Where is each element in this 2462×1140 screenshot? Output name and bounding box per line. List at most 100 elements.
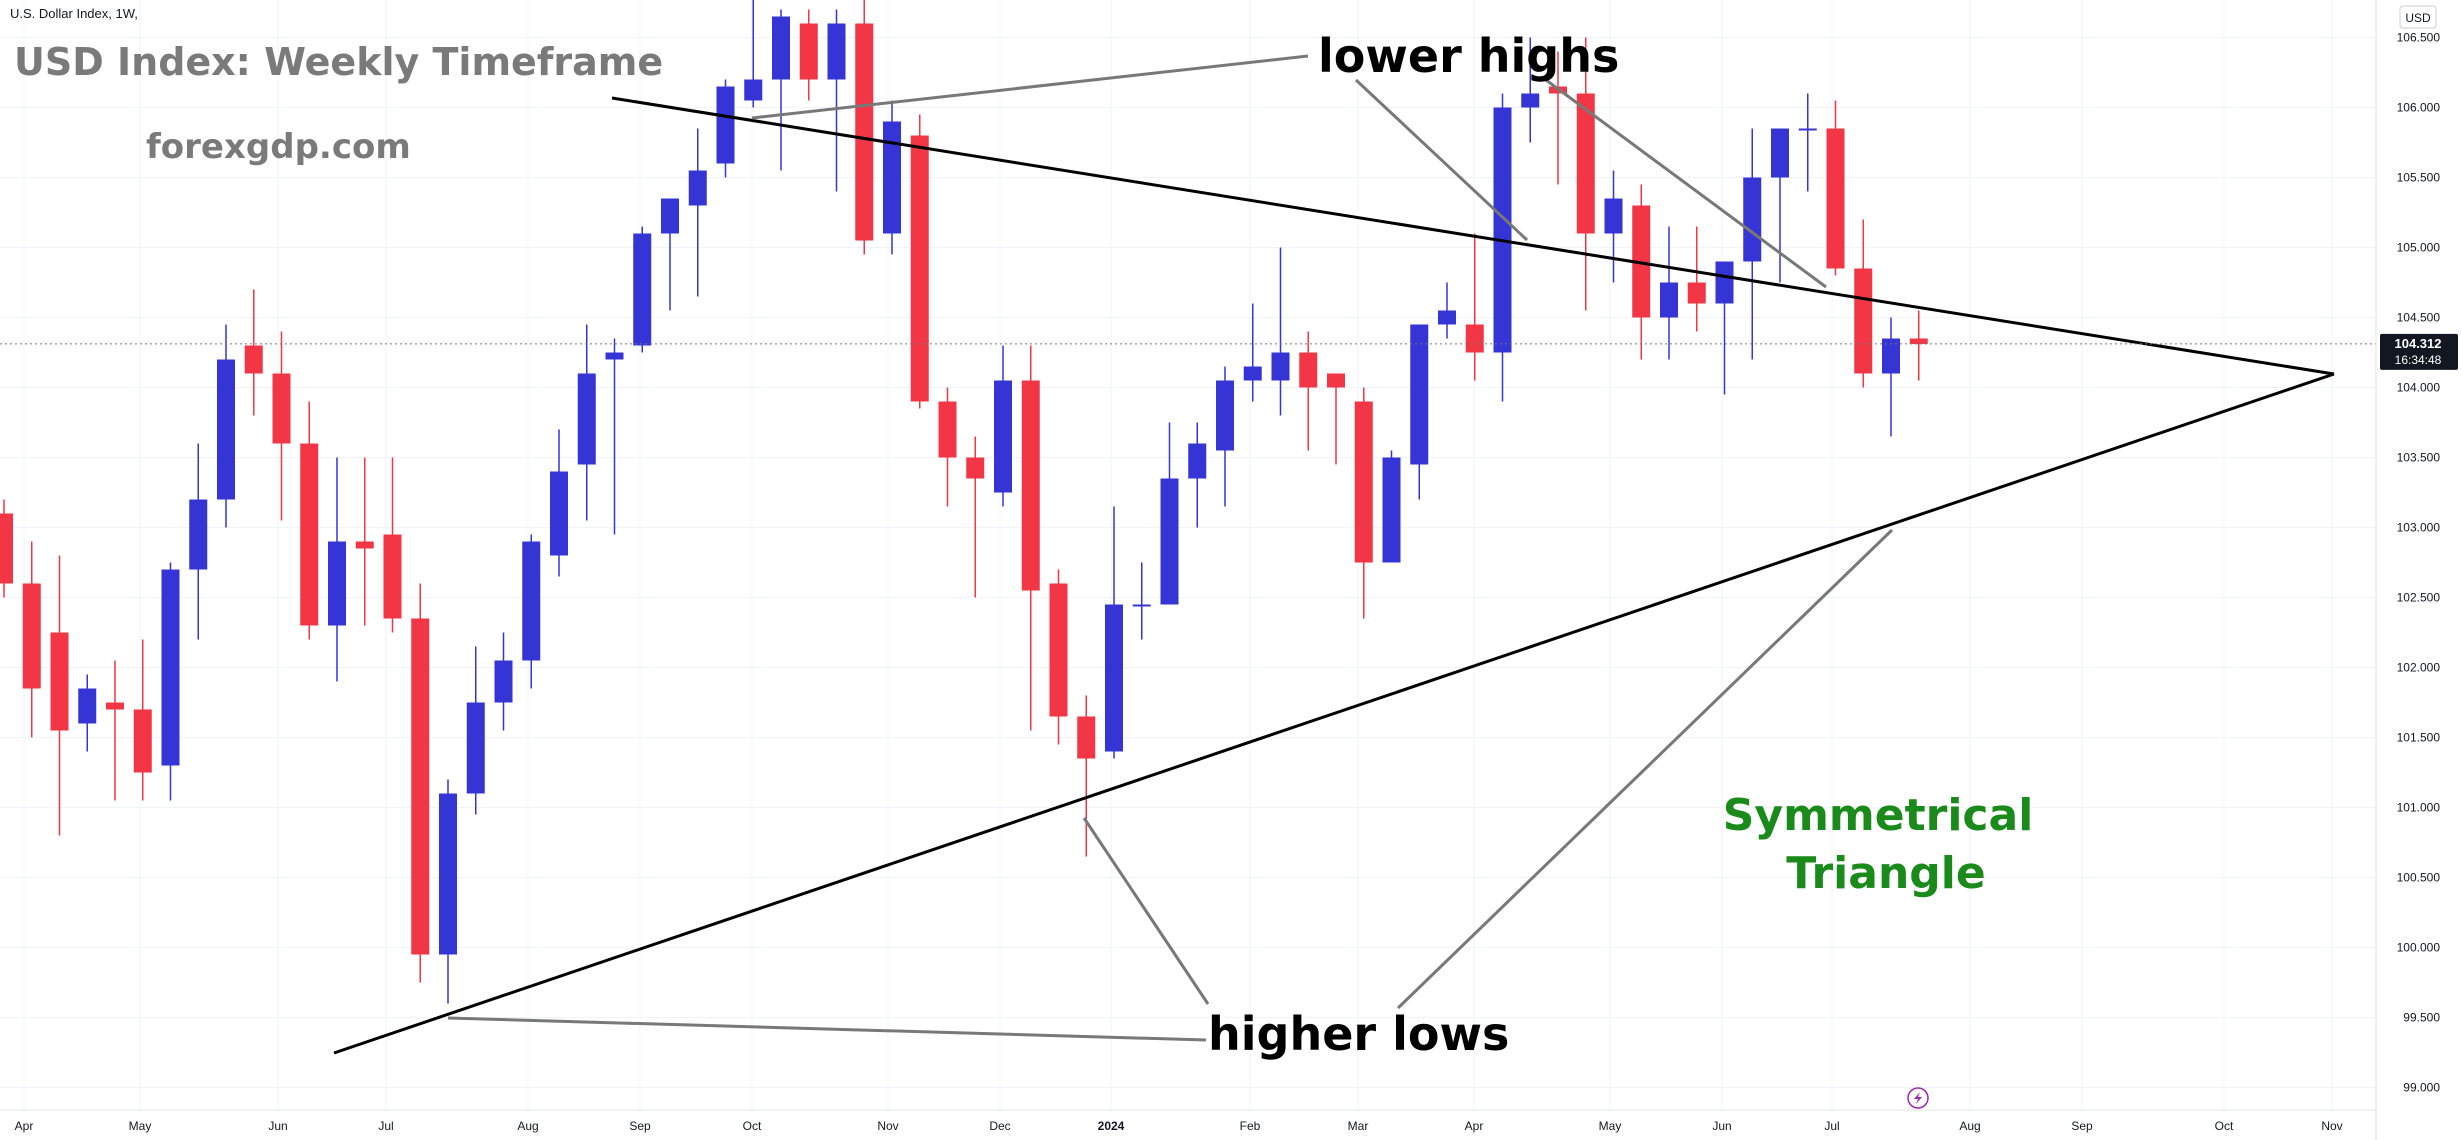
- candle: [1909, 310, 1928, 381]
- candle-body: [217, 359, 235, 500]
- x-tick-label: Jul: [1824, 1119, 1839, 1133]
- x-tick-label: Apr: [1465, 1119, 1484, 1133]
- candle: [1132, 562, 1151, 640]
- candle: [244, 289, 263, 416]
- y-tick-label: 105.000: [2397, 241, 2441, 255]
- y-tick-label: 99.500: [2403, 1011, 2440, 1025]
- time-scale[interactable]: Apr May Jun Jul Aug Sep Oct Nov Dec 2024 Feb Mar Apr…: [15, 1119, 2343, 1133]
- y-tick-label: 104.500: [2397, 311, 2441, 325]
- pattern-label-line2: Triangle: [1786, 848, 1985, 899]
- currency-badge-label: USD: [2405, 11, 2431, 25]
- x-tick-label: Apr: [15, 1119, 34, 1133]
- candle-body: [827, 23, 846, 80]
- current-price-tag: 104.312 16:34:48: [2380, 333, 2458, 370]
- candle: [883, 100, 901, 255]
- price-scale[interactable]: 99.000 99.500 100.000 100.500 101.000 101.500…: [2397, 0, 2441, 1095]
- annotation-pointer: [1545, 78, 1827, 289]
- candle-body: [411, 618, 430, 955]
- candle-body: [1576, 93, 1595, 234]
- candle: [217, 324, 235, 528]
- candle-body: [605, 352, 624, 360]
- x-tick-label: Aug: [1959, 1119, 1980, 1133]
- candle-body: [716, 86, 735, 164]
- candle: [1410, 324, 1429, 500]
- candle-body: [22, 583, 41, 689]
- y-tick-label: 103.000: [2397, 521, 2441, 535]
- candle-body: [1382, 457, 1401, 563]
- candle-body: [133, 709, 152, 773]
- candle-body: [1771, 128, 1789, 178]
- y-tick-label: 101.500: [2397, 731, 2441, 745]
- y-tick-label: 99.000: [2403, 1081, 2440, 1095]
- candle-body: [300, 443, 319, 626]
- support-trendline[interactable]: [333, 372, 2335, 1055]
- y-tick-label: 106.500: [2397, 31, 2441, 45]
- x-tick-label: Feb: [1240, 1119, 1261, 1133]
- candle: [661, 198, 679, 311]
- candle: [910, 114, 929, 409]
- candle-body: [328, 541, 346, 626]
- candle: [994, 345, 1012, 507]
- candle-body: [550, 471, 568, 556]
- lightning-icon[interactable]: [1907, 1087, 1929, 1109]
- candle: [1521, 37, 1540, 143]
- candle-body: [50, 632, 69, 731]
- candle-body: [1105, 604, 1123, 752]
- candle: [1382, 450, 1401, 563]
- candle: [1243, 303, 1262, 402]
- candle: [1160, 422, 1179, 605]
- candle-body: [1521, 93, 1540, 108]
- chart-symbol-line: U.S. Dollar Index, 1W,: [10, 6, 138, 21]
- candle: [1271, 247, 1290, 416]
- candle: [1354, 387, 1373, 619]
- candle: [1687, 226, 1706, 332]
- candle-body: [161, 569, 180, 766]
- candle: [355, 457, 374, 626]
- candle-body: [966, 457, 985, 479]
- candle-body: [439, 793, 457, 955]
- candle-body: [0, 513, 13, 584]
- y-tick-label: 102.000: [2397, 661, 2441, 675]
- candle-body: [1410, 324, 1429, 465]
- candle: [1299, 331, 1318, 451]
- candle-body: [244, 345, 263, 374]
- x-tick-label: Mar: [1348, 1119, 1369, 1133]
- candle: [189, 443, 208, 640]
- candlestick-series: [0, 0, 1928, 1004]
- currency-badge[interactable]: USD: [2399, 5, 2437, 29]
- resistance-trendline[interactable]: [611, 96, 2335, 376]
- lower-highs-label: lower highs: [1318, 29, 1619, 83]
- candle-body: [189, 499, 208, 570]
- pattern-label-line1: Symmetrical: [1723, 790, 2034, 841]
- candle: [133, 639, 152, 801]
- candle: [799, 9, 818, 101]
- candle-body: [910, 135, 929, 402]
- candle-body: [1660, 282, 1678, 318]
- candle: [439, 779, 457, 1004]
- y-tick-label: 100.000: [2397, 941, 2441, 955]
- candle-body: [1188, 443, 1207, 479]
- candle-body: [494, 660, 513, 703]
- candle: [744, 0, 763, 108]
- candle: [466, 646, 485, 815]
- y-tick-label: 101.000: [2397, 801, 2441, 815]
- candle-body: [938, 401, 957, 458]
- x-tick-label: Dec: [989, 1119, 1010, 1133]
- candle: [1771, 128, 1789, 283]
- candle: [50, 555, 69, 836]
- candle: [772, 9, 790, 171]
- chart-grid: [0, 0, 2376, 1110]
- candle: [300, 401, 319, 640]
- candle-body: [799, 23, 818, 80]
- candle: [328, 457, 346, 682]
- y-tick-label: 100.500: [2397, 871, 2441, 885]
- x-tick-label: May: [1599, 1119, 1622, 1133]
- annotation-pointer: [447, 1016, 1207, 1042]
- candle-body: [1132, 604, 1151, 607]
- candle: [1049, 569, 1068, 745]
- candle-body: [1604, 198, 1623, 234]
- candle: [938, 387, 957, 507]
- candle: [1465, 233, 1484, 381]
- candle: [605, 338, 624, 535]
